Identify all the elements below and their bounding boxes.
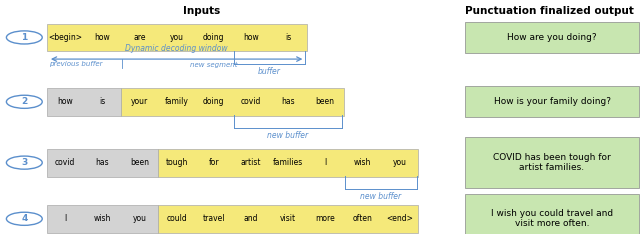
Circle shape [6,212,42,225]
Text: new buffer: new buffer [268,131,308,140]
Text: how: how [243,33,259,42]
Text: Punctuation finalized output: Punctuation finalized output [465,6,634,16]
Text: wish: wish [93,214,111,223]
Text: how: how [58,97,73,106]
Circle shape [6,31,42,44]
Text: more: more [316,214,335,223]
FancyBboxPatch shape [465,22,639,53]
FancyBboxPatch shape [465,137,639,188]
Text: are: are [133,33,146,42]
FancyBboxPatch shape [158,149,418,176]
Text: new segment: new segment [190,61,237,68]
Text: travel: travel [202,214,225,223]
Text: visit: visit [280,214,296,223]
Text: 1: 1 [21,33,28,42]
FancyBboxPatch shape [47,205,158,233]
Text: you: you [170,33,184,42]
Text: buffer: buffer [258,66,281,76]
Text: is: is [99,97,106,106]
Text: 3: 3 [21,158,28,167]
Circle shape [6,156,42,169]
Text: artist: artist [241,158,261,167]
Circle shape [6,95,42,108]
Text: how: how [95,33,110,42]
Text: tough: tough [166,158,188,167]
Text: How is your family doing?: How is your family doing? [493,97,611,106]
Text: I wish you could travel and
visit more often.: I wish you could travel and visit more o… [491,209,613,228]
Text: is: is [285,33,291,42]
Text: covid: covid [55,158,76,167]
Text: I: I [324,158,326,167]
Text: been: been [130,158,149,167]
Text: often: often [352,214,372,223]
Text: Dynamic decoding window: Dynamic decoding window [125,44,228,53]
Text: 2: 2 [21,97,28,106]
Text: families: families [273,158,303,167]
Text: new buffer: new buffer [360,192,401,201]
Text: your: your [131,97,148,106]
FancyBboxPatch shape [465,87,639,117]
FancyBboxPatch shape [465,194,639,234]
FancyBboxPatch shape [47,88,121,116]
Text: could: could [166,214,187,223]
Text: doing: doing [203,33,225,42]
Text: How are you doing?: How are you doing? [507,33,597,42]
Text: wish: wish [353,158,371,167]
FancyBboxPatch shape [47,149,158,176]
FancyBboxPatch shape [121,88,344,116]
Text: doing: doing [203,97,225,106]
Text: Inputs: Inputs [183,6,220,16]
Text: I: I [64,214,67,223]
Text: <end>: <end> [386,214,413,223]
Text: and: and [244,214,258,223]
Text: you: you [132,214,147,223]
FancyBboxPatch shape [47,23,307,51]
Text: been: been [316,97,335,106]
Text: has: has [95,158,109,167]
Text: <begin>: <begin> [48,33,83,42]
FancyBboxPatch shape [158,205,418,233]
Text: 4: 4 [21,214,28,223]
Text: family: family [164,97,189,106]
Text: has: has [281,97,295,106]
Text: for: for [209,158,219,167]
Text: previous buffer: previous buffer [49,61,103,67]
Text: you: you [392,158,406,167]
Text: covid: covid [241,97,261,106]
Text: COVID has been tough for
artist families.: COVID has been tough for artist families… [493,153,611,172]
